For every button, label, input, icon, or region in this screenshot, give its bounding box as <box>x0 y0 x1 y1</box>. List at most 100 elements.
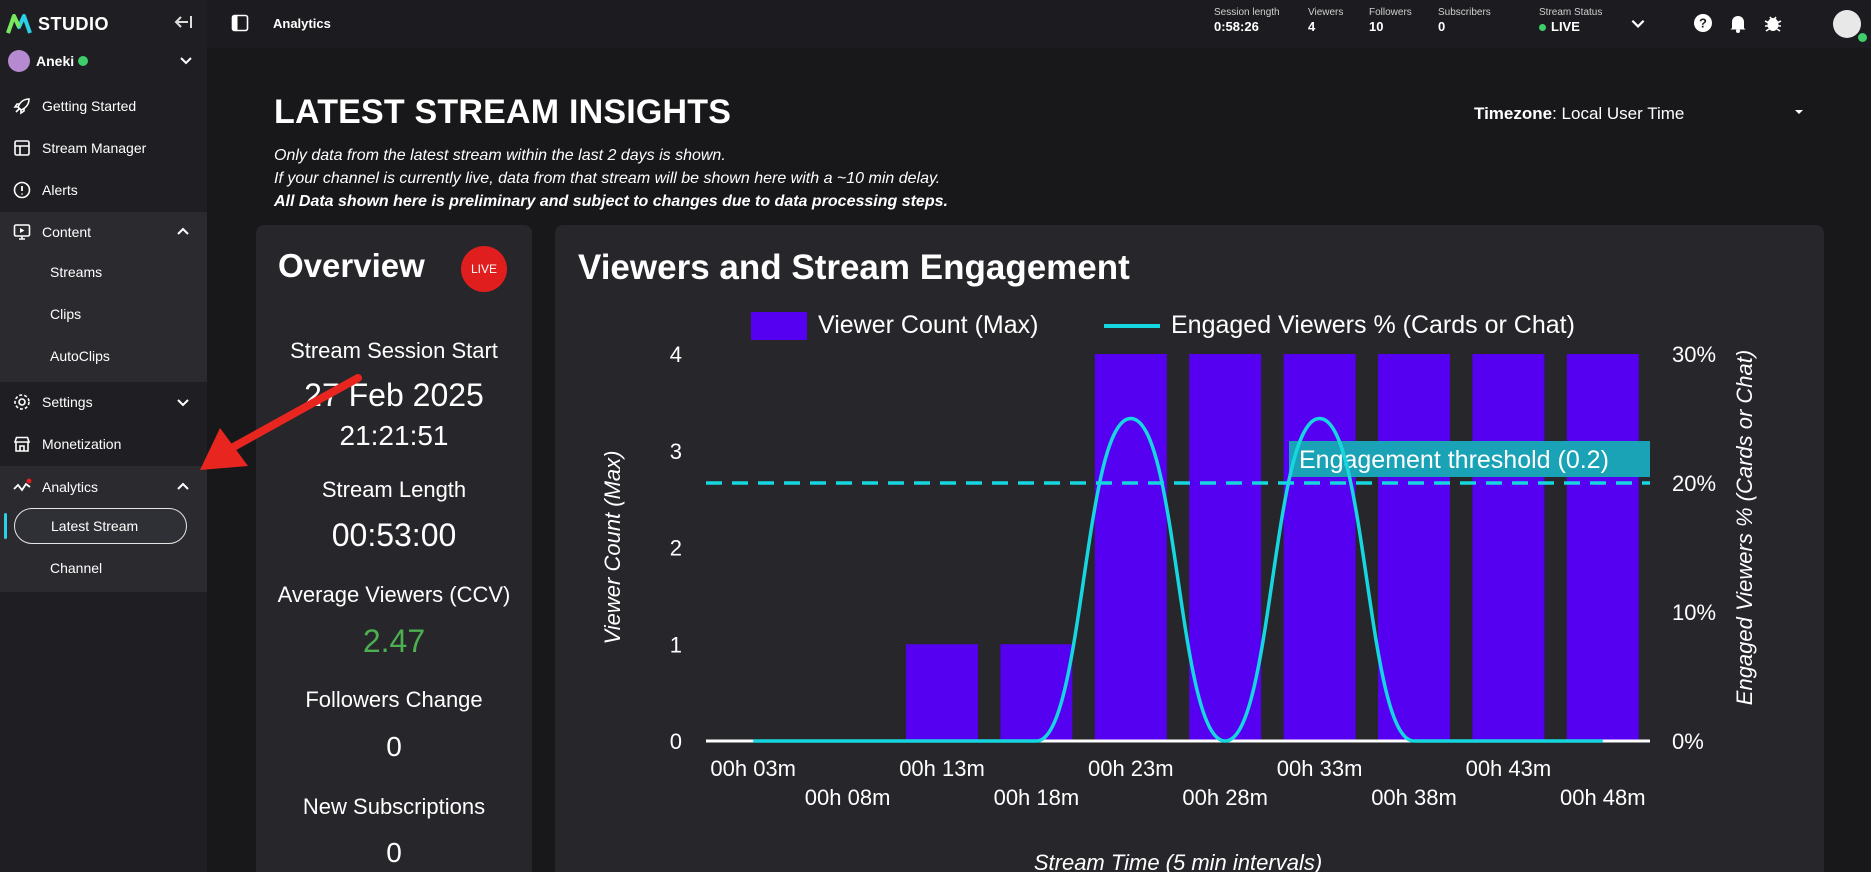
followers-change-value: 0 <box>386 731 402 762</box>
stream-status-value: LIVE <box>1539 19 1602 34</box>
sidebar-item-stream-manager[interactable]: Stream Manager <box>0 128 207 168</box>
stat-label: Stream Status <box>1539 7 1603 18</box>
x-tick-label: 00h 13m <box>899 756 985 781</box>
new-subs-value: 0 <box>386 837 402 868</box>
stat-viewers: Viewers 4 <box>1308 7 1343 34</box>
page-title: LATEST STREAM INSIGHTS <box>274 93 732 131</box>
rocket-icon <box>13 98 30 115</box>
new-subs-label: New Subscriptions <box>302 794 486 819</box>
sidebar-item-label: Analytics <box>42 479 99 495</box>
store-icon <box>13 436 31 452</box>
stat-label: Session length <box>1214 7 1280 18</box>
overview-title: Overview <box>278 247 425 284</box>
session-start-time: 21:21:51 <box>339 420 449 451</box>
online-status-icon <box>1858 33 1867 42</box>
y-tick-label: 0 <box>670 729 682 754</box>
stat-label: Subscribers <box>1438 7 1491 18</box>
sidebar-item-channel[interactable]: Channel <box>0 548 207 588</box>
help-icon[interactable]: ? <box>1692 12 1714 34</box>
caret-down-icon <box>1795 110 1803 114</box>
sidebar: STUDIO Aneki Getting Started Stream Mana… <box>0 0 207 872</box>
sidebar-item-label: Getting Started <box>42 98 137 114</box>
analytics-icon <box>13 478 32 492</box>
sidebar-item-analytics[interactable]: Analytics <box>0 467 207 507</box>
content-group <box>0 212 207 382</box>
x-tick-label: 00h 33m <box>1277 756 1363 781</box>
breadcrumb: Analytics <box>273 16 331 31</box>
bar <box>1472 354 1545 741</box>
bar <box>1000 644 1073 741</box>
stat-value: 4 <box>1308 19 1316 34</box>
alert-circle-icon <box>13 181 31 199</box>
bar <box>1189 354 1262 741</box>
sidebar-toggle-icon[interactable] <box>231 14 249 32</box>
sidebar-item-streams[interactable]: Streams <box>0 252 207 292</box>
stat-value: 10 <box>1369 19 1384 34</box>
timezone-select[interactable]: Timezone: Local User Time <box>1474 104 1684 124</box>
y-tick-label: 2 <box>670 536 682 561</box>
sidebar-item-clips[interactable]: Clips <box>0 294 207 334</box>
chevron-up-icon <box>177 227 189 235</box>
sidebar-item-content[interactable]: Content <box>0 212 207 252</box>
chevron-down-icon[interactable] <box>1629 14 1647 32</box>
stat-followers: Followers 10 <box>1369 7 1412 34</box>
y2-tick-label: 20% <box>1672 471 1716 496</box>
sidebar-item-monetization[interactable]: Monetization <box>0 424 207 464</box>
sidebar-item-latest-stream[interactable]: Latest Stream <box>14 508 187 544</box>
sidebar-item-label: Content <box>42 224 92 240</box>
engaged-viewers-line <box>753 416 1603 743</box>
live-dot-icon <box>1539 24 1546 32</box>
y-tick-label: 1 <box>670 632 682 657</box>
x-tick-label: 00h 08m <box>805 785 891 810</box>
sidebar-item-label: AutoClips <box>50 348 110 364</box>
session-start-label: Stream Session Start <box>290 338 498 363</box>
bar <box>906 644 978 741</box>
sidebar-item-alerts[interactable]: Alerts <box>0 170 207 210</box>
stream-length-value: 00:53:00 <box>331 517 457 553</box>
sidebar-item-autoclips[interactable]: AutoClips <box>0 336 207 376</box>
y2-axis-title: Engaged Viewers % (Cards or Chat) <box>1732 350 1757 705</box>
live-badge: LIVE <box>461 246 507 292</box>
studio-logo[interactable]: STUDIO <box>6 10 109 38</box>
sidebar-item-label: Streams <box>50 264 103 280</box>
y-tick-label: 3 <box>670 439 682 464</box>
bar <box>1283 354 1356 741</box>
sidebar-item-label: Alerts <box>42 182 78 198</box>
x-tick-label: 00h 48m <box>1560 785 1646 810</box>
stat-value: 0:58:26 <box>1214 19 1259 34</box>
verified-icon <box>78 56 89 66</box>
info-note-bold: All Data shown here is preliminary and s… <box>274 193 948 210</box>
live-badge-text: LIVE <box>470 262 497 276</box>
legend-swatch-engaged <box>1104 324 1160 328</box>
threshold-label: Engagement threshold (0.2) <box>1299 446 1609 474</box>
sidebar-item-getting-started[interactable]: Getting Started <box>0 86 207 126</box>
collapse-sidebar-icon[interactable] <box>172 12 194 32</box>
x-tick-label: 00h 43m <box>1466 756 1552 781</box>
avatar <box>8 50 30 72</box>
x-axis-title: Stream Time (5 min intervals) <box>1034 850 1322 872</box>
sidebar-item-label: Monetization <box>42 436 122 452</box>
stream-status-text: LIVE <box>1551 19 1580 34</box>
bug-icon[interactable] <box>1762 12 1784 34</box>
followers-change-label: Followers Change <box>305 687 483 712</box>
layout-icon <box>14 140 30 156</box>
x-tick-label: 00h 28m <box>1182 785 1268 810</box>
bar <box>1378 354 1450 741</box>
sidebar-item-label: Settings <box>42 394 93 410</box>
sidebar-item-label: Channel <box>50 560 103 576</box>
y2-tick-label: 0% <box>1672 729 1704 754</box>
timezone-value: : Local User Time <box>1552 104 1685 123</box>
stat-subscribers: Subscribers 0 <box>1438 7 1491 34</box>
stream-status-dropdown[interactable]: Stream Status LIVE <box>1539 7 1602 34</box>
overview-card: Overview Stream Session Start 27 Feb 202… <box>256 225 532 872</box>
user-switcher[interactable]: Aneki <box>8 48 200 74</box>
sidebar-item-settings[interactable]: Settings <box>0 382 207 422</box>
y-axis-title: Viewer Count (Max) <box>600 451 625 645</box>
chevron-up-icon <box>177 482 189 490</box>
svg-text:?: ? <box>1699 16 1707 31</box>
avatar[interactable] <box>1833 10 1861 38</box>
bar <box>1566 354 1639 741</box>
brand-logo-icon <box>6 14 32 34</box>
stream-length-label: Stream Length <box>321 477 467 502</box>
bell-icon[interactable] <box>1727 12 1749 34</box>
